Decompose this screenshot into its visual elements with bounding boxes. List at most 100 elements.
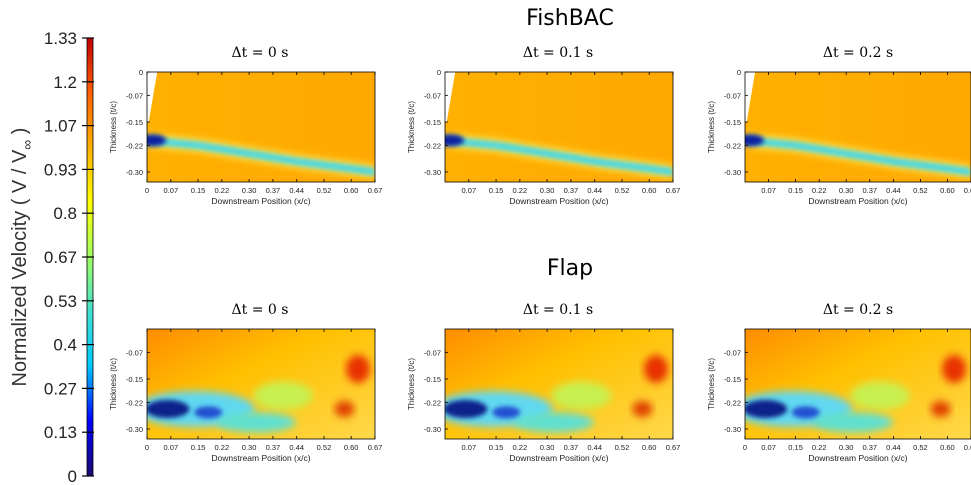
y-tick-label: -0.30 xyxy=(724,425,741,434)
x-axis-label: Downstream Position (x/c) xyxy=(509,196,608,206)
x-tick-label: 0.52 xyxy=(317,186,332,195)
masked-region xyxy=(745,72,756,122)
y-tick-label: -0.07 xyxy=(126,348,143,357)
heatmap-field xyxy=(147,329,375,439)
x-tick-label: 0.60 xyxy=(344,443,359,452)
y-tick-label: -0.07 xyxy=(424,91,441,100)
x-tick-label: 0.67 xyxy=(368,186,383,195)
heatmap-field xyxy=(147,72,375,182)
row-title-fishbac: FishBAC xyxy=(526,6,614,31)
x-tick-label: 0.07 xyxy=(462,443,477,452)
wake-root xyxy=(445,400,488,418)
hot-spot xyxy=(930,401,951,417)
colorbar-tick-label: 0.93 xyxy=(44,160,77,179)
colorbar-tick-label: 0.13 xyxy=(44,423,77,442)
y-tick-label: -0.30 xyxy=(424,168,441,177)
y-axis-label: Thickness (t/c) xyxy=(707,358,716,410)
y-tick-label: -0.07 xyxy=(724,91,741,100)
y-tick-label: -0.07 xyxy=(724,348,741,357)
panel-title-1: Δt = 0 s xyxy=(231,45,289,61)
x-tick-label: 0.30 xyxy=(242,186,257,195)
wake-root xyxy=(147,134,167,147)
hot-spot xyxy=(942,355,967,383)
colorbar: 1.33 1.2 1.07 0.93 0.8 0.67 0.53 0.4 0.27 0.13 0 No… xyxy=(9,29,94,485)
y-axis-label: Thickness (t/c) xyxy=(109,358,118,410)
y-tick-label: -0.15 xyxy=(126,118,143,127)
y-tick-label: -0.30 xyxy=(126,168,143,177)
hot-spot xyxy=(643,355,668,383)
x-tick-label: 0.15 xyxy=(191,443,206,452)
wake-outer xyxy=(253,381,314,410)
y-tick-label: -0.07 xyxy=(126,91,143,100)
panel-title-3: Δt = 0.2 s xyxy=(822,45,894,61)
heatmap-panel-3: 0 -0.07 -0.15 -0.22 -0.30 0.07 0.15 0.22 0.30 0.3… xyxy=(707,68,971,206)
axes-frame xyxy=(146,71,376,183)
heatmap-panel-1: 0-0.07-0.15-0.22-0.300 0.07 0.15 0.22 0.30 0.… xyxy=(109,68,382,206)
y-tick-label: -0.15 xyxy=(724,118,741,127)
x-tick-label: 0.44 xyxy=(289,443,304,452)
x-tick-label: 0.60 xyxy=(642,186,657,195)
x-tick-label: 0.52 xyxy=(615,186,630,195)
x-tick-label: 0.07 xyxy=(761,443,776,452)
wake-core xyxy=(147,136,375,176)
x-tick-label: 0.30 xyxy=(242,443,257,452)
x-tick-label: 0.07 xyxy=(164,443,179,452)
x-tick-label: 0.07 xyxy=(462,186,477,195)
hot-spot xyxy=(632,401,653,417)
y-tick-label: 0 xyxy=(737,68,741,77)
colorbar-tick-label: 0.8 xyxy=(53,204,77,223)
x-tick-label: 0.37 xyxy=(863,443,878,452)
axes-frame xyxy=(744,328,971,440)
axes-frame xyxy=(146,328,376,440)
x-tick-label: 0.44 xyxy=(886,443,901,452)
x-tick-label: 0.67 xyxy=(666,186,681,195)
heatmap-panel-5: -0.07 -0.15 -0.22 -0.30 0.07 0.15 0.22 0.30 0.37… xyxy=(407,328,681,463)
x-tick-label: 0.37 xyxy=(564,443,579,452)
x-tick-label: 0.30 xyxy=(839,186,854,195)
y-tick-label: -0.22 xyxy=(126,398,143,407)
masked-region xyxy=(445,72,456,122)
y-tick-label: -0.15 xyxy=(424,375,441,384)
wake-tail xyxy=(215,412,296,433)
colorbar-tick-label: 0.67 xyxy=(44,248,77,267)
colorbar-tick-label: 1.33 xyxy=(44,29,77,48)
colorbar-tick-label: 1.07 xyxy=(44,117,77,136)
panel-title-6: Δt = 0.2 s xyxy=(822,302,894,318)
x-tick-label: 0.67 xyxy=(666,443,681,452)
colorbar-tick-label: 1.2 xyxy=(53,73,77,92)
panel-title-2: Δt = 0.1 s xyxy=(522,45,594,61)
y-tick-label: -0.15 xyxy=(424,118,441,127)
heatmap-field xyxy=(745,329,971,439)
x-tick-label: 0.52 xyxy=(615,443,630,452)
heatmap-field xyxy=(445,72,673,182)
x-tick-label: 0 xyxy=(743,443,747,452)
x-tick-label: 0.15 xyxy=(788,443,803,452)
axes-frame xyxy=(444,71,674,183)
y-tick-label: -0.07 xyxy=(424,348,441,357)
y-tick-label: 0 xyxy=(437,68,441,77)
x-axis-label: Downstream Position (x/c) xyxy=(808,196,907,206)
x-tick-label: 0.37 xyxy=(564,186,579,195)
x-axis-label: Downstream Position (x/c) xyxy=(808,453,907,463)
y-tick-label: -0.15 xyxy=(724,375,741,384)
wake-root xyxy=(745,400,788,418)
x-tick-label: 0.22 xyxy=(812,186,827,195)
x-tick-label: 0.44 xyxy=(587,443,602,452)
x-tick-label: 0.22 xyxy=(215,443,230,452)
x-tick-label: 0.52 xyxy=(913,443,928,452)
row-title-flap: Flap xyxy=(546,256,594,281)
x-tick-label: 0.60 xyxy=(344,186,359,195)
x-tick-label: 0.22 xyxy=(513,443,528,452)
wake-root xyxy=(745,134,765,147)
wake-core xyxy=(445,136,673,176)
x-tick-label: 0.37 xyxy=(266,186,281,195)
x-tick-label: 0.52 xyxy=(913,186,928,195)
x-tick-label: 0.07 xyxy=(164,186,179,195)
y-tick-label: -0.30 xyxy=(724,168,741,177)
y-axis-label: Thickness (t/c) xyxy=(407,358,416,410)
wake-root xyxy=(445,134,465,147)
x-tick-label: 0.15 xyxy=(489,186,504,195)
y-axis-label: Thickness (t/c) xyxy=(407,101,416,153)
x-tick-label: 0.22 xyxy=(513,186,528,195)
x-tick-label: 0 xyxy=(145,443,149,452)
